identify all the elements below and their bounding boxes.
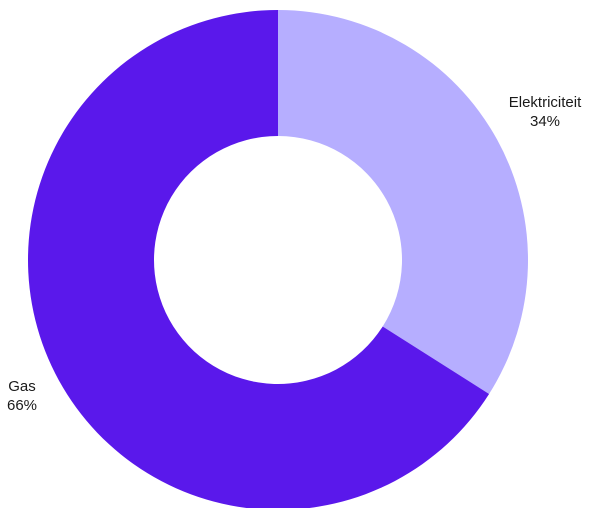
slice-label-gas: Gas 66% [0,377,44,415]
slice-value-gas: 66% [6,397,38,414]
slice-value-elektriciteit: 34% [529,113,561,130]
donut-slice-elektriciteit [278,10,528,394]
slice-category-elektriciteit: Elektriciteit [508,94,582,111]
slice-label-elektriciteit: Elektriciteit 34% [495,93,595,131]
slice-category-gas: Gas [8,378,36,395]
donut-slice-gas [28,10,490,508]
